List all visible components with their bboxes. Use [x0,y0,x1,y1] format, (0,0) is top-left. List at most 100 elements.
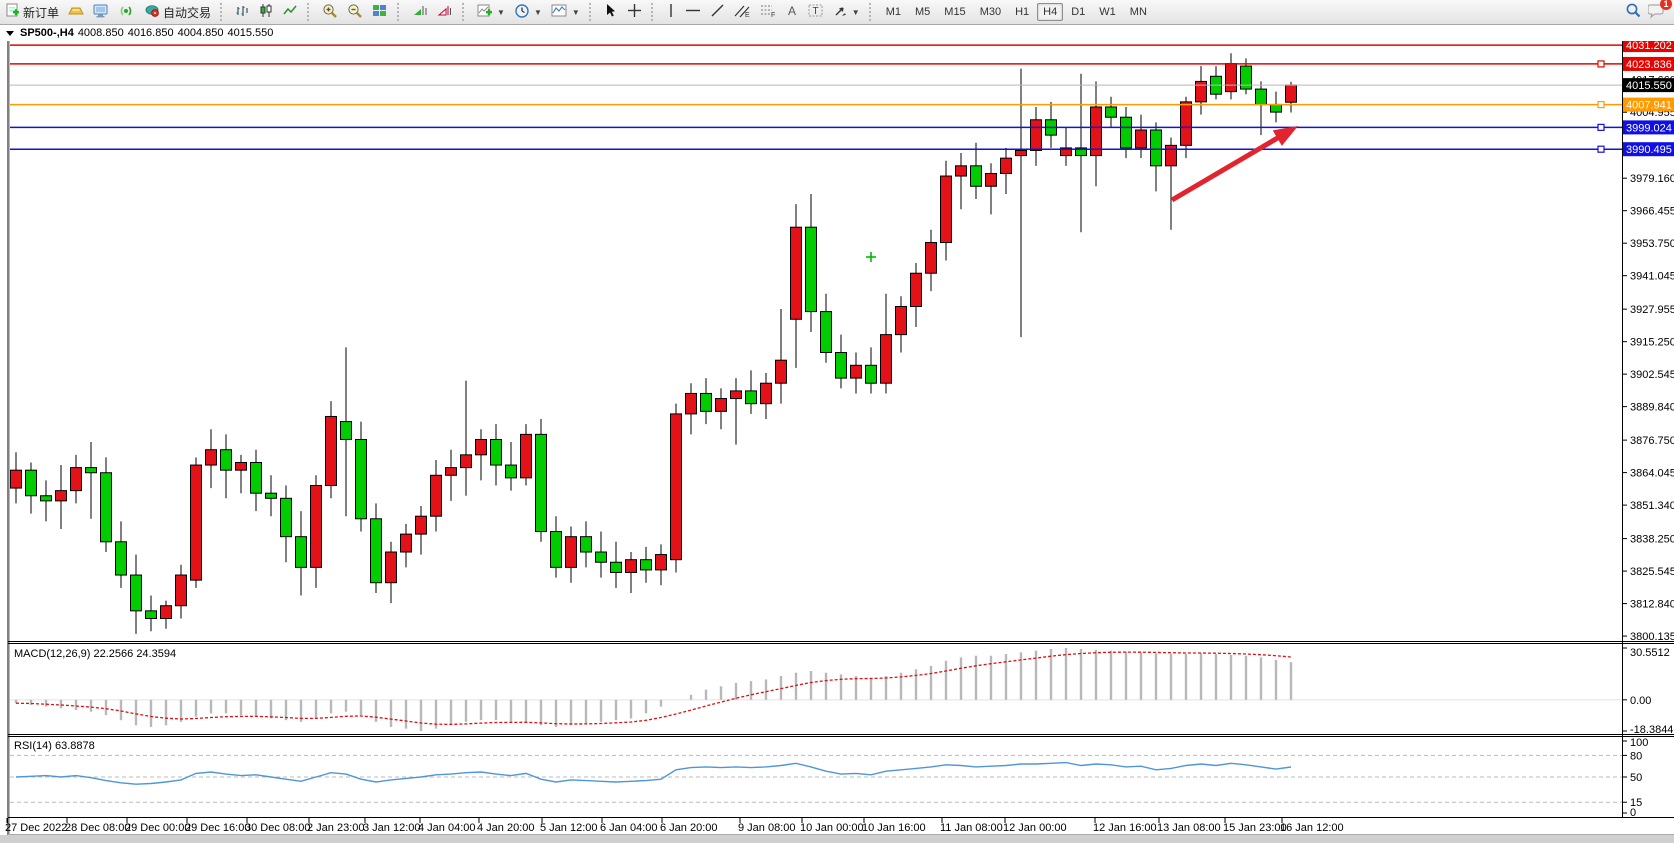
ohlc-low: 4004.850 [177,27,224,39]
rsi-label: RSI(14) 63.8878 [14,740,95,752]
search-icon[interactable] [1625,2,1642,22]
candlestick-icon [259,3,274,21]
indicators-button[interactable]: ▼ [473,1,509,24]
svg-text:4 Jan 20:00: 4 Jan 20:00 [477,822,535,834]
svg-text:3990.495: 3990.495 [1626,144,1672,156]
trendline-button[interactable] [706,1,729,24]
templates-button[interactable]: ▼ [547,1,584,24]
crosshair-button[interactable] [623,1,646,24]
svg-text:6 Jan 04:00: 6 Jan 04:00 [600,822,658,834]
candlestick-mode-button[interactable] [255,1,278,24]
svg-text:30.5512: 30.5512 [1630,647,1670,659]
svg-text:A: A [788,4,796,18]
svg-text:10 Jan 16:00: 10 Jan 16:00 [862,822,926,834]
svg-text:3 Jan 12:00: 3 Jan 12:00 [363,822,421,834]
ea-navigator-button[interactable] [89,1,114,24]
tf-button-m30[interactable]: M30 [979,6,1002,18]
tf-button-m5[interactable]: M5 [915,6,931,18]
fibonacci-button[interactable]: F [756,1,781,24]
signal-icon [119,3,135,21]
svg-text:29 Dec 16:00: 29 Dec 16:00 [185,822,250,834]
cursor-icon [604,3,618,21]
clock-icon [514,3,530,22]
toolbar-separator [220,3,227,21]
svg-text:3851.340: 3851.340 [1630,500,1674,512]
text-label-button[interactable]: T [804,1,828,24]
auto-trading-button[interactable]: 自动交易 [140,1,215,24]
toolbar-right: 1 [1625,0,1674,22]
horizontal-line-button[interactable] [681,1,705,24]
svg-text:3999.024: 3999.024 [1626,122,1672,134]
horizontal-scrollbar[interactable] [0,835,1674,843]
fibonacci-icon: F [760,3,777,21]
svg-text:50: 50 [1630,772,1642,784]
tf-button-mn[interactable]: MN [1129,6,1147,18]
channel-icon: E [734,3,751,21]
tf-button-w1[interactable]: W1 [1099,6,1116,18]
signals-button[interactable] [115,1,139,24]
chart-shift-button[interactable] [433,1,457,24]
toolbar-separator [397,3,404,21]
indicators-icon [477,3,493,21]
svg-text:11 Jan 08:00: 11 Jan 08:00 [940,822,1003,834]
svg-text:T: T [812,6,818,17]
text-icon: A [786,3,799,21]
zoom-in-button[interactable] [318,1,342,24]
rsi-name: RSI(14) [14,740,52,752]
text-label-icon: T [808,3,824,21]
tf-button-h4[interactable]: H4 [1037,3,1064,21]
tile-windows-icon [372,3,388,21]
dropdown-caret-icon: ▼ [571,7,580,17]
zoom-out-button[interactable] [343,1,367,24]
macd-signal-value: 24.3594 [136,648,177,660]
tf-button-m1[interactable]: M1 [885,6,901,18]
svg-text:12 Jan 16:00: 12 Jan 16:00 [1093,822,1157,834]
dropdown-caret-icon: ▼ [533,7,542,17]
channel-button[interactable]: E [730,1,755,24]
svg-text:3953.750: 3953.750 [1630,238,1674,250]
tf-button-m15[interactable]: M15 [944,6,966,18]
periods-button[interactable]: ▼ [510,1,546,24]
svg-text:3902.545: 3902.545 [1630,369,1674,381]
svg-text:100: 100 [1630,737,1648,749]
svg-text:4023.836: 4023.836 [1626,59,1672,71]
ohlc-high: 4016.850 [127,27,174,39]
zoom-out-icon [347,3,363,22]
chart-title-bar[interactable]: SP500-,H4 4008.850 4016.850 4004.850 401… [0,25,1674,41]
svg-text:3915.250: 3915.250 [1630,337,1674,349]
toolbar-separator [588,3,596,21]
line-chart-mode-button[interactable] [279,1,302,24]
collapse-arrow-icon [6,30,14,36]
vertical-line-button[interactable] [662,1,680,24]
notifications-button[interactable]: 1 [1647,0,1672,22]
svg-text:3927.955: 3927.955 [1630,304,1674,316]
svg-text:3838.250: 3838.250 [1630,534,1674,546]
svg-text:29 Dec 00:00: 29 Dec 00:00 [125,822,190,834]
dropdown-caret-icon: ▼ [497,7,505,17]
svg-text:4007.941: 4007.941 [1626,100,1672,112]
symbol-period-label: SP500-,H4 [20,27,74,39]
arrows-button[interactable]: ▼ [829,1,864,24]
line-chart-icon [283,3,298,21]
rsi-value: 63.8878 [54,740,95,752]
svg-text:4015.550: 4015.550 [1626,80,1672,92]
bar-chart-mode-button[interactable] [231,1,254,24]
new-order-icon [5,3,20,21]
auto-scroll-button[interactable] [408,1,432,24]
tf-button-d1[interactable]: D1 [1071,6,1086,18]
zoom-in-icon [322,3,338,22]
market-watch-button[interactable] [64,1,88,24]
svg-text:4031.202: 4031.202 [1626,40,1672,52]
svg-text:12 Jan 00:00: 12 Jan 00:00 [1003,822,1067,834]
trendline-icon [710,3,725,21]
cursor-button[interactable] [600,1,622,24]
text-button[interactable]: A [782,1,803,24]
svg-text:0: 0 [1630,807,1636,819]
tf-button-h1[interactable]: H1 [1015,6,1030,18]
svg-text:30 Dec 08:00: 30 Dec 08:00 [245,822,310,834]
new-order-button[interactable]: 新订单 [1,1,63,24]
new-order-label: 新订单 [23,5,60,20]
tile-windows-button[interactable] [368,1,392,24]
